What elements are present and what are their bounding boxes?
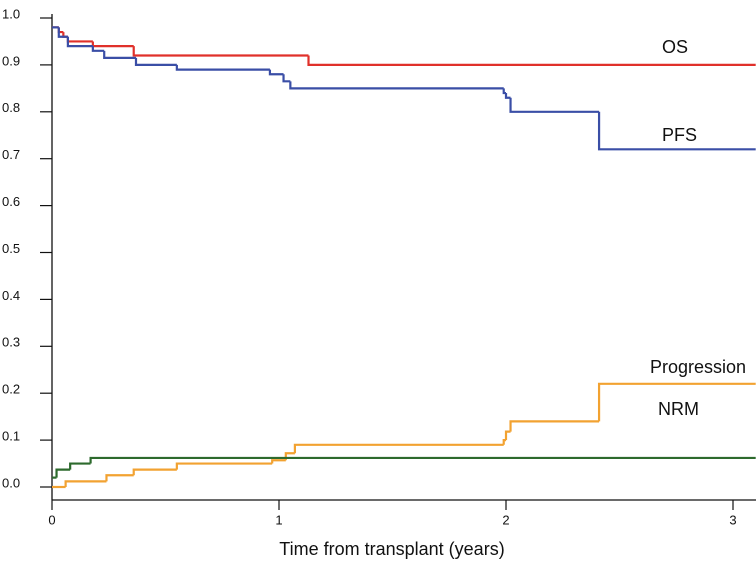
y-tick-label: 0.5 — [2, 241, 20, 256]
step-segment — [134, 57, 177, 67]
step-segment — [597, 111, 756, 151]
y-tick-label: 0.2 — [2, 382, 20, 397]
step-segment — [502, 88, 506, 95]
series — [52, 456, 756, 479]
step-segment — [284, 452, 295, 461]
series-label: Progression — [650, 357, 746, 377]
y-tick-label: 0.7 — [2, 147, 20, 162]
x-tick-label: 3 — [729, 512, 736, 527]
step-segment — [504, 93, 511, 99]
step-segment — [55, 468, 71, 478]
step-segment — [509, 97, 600, 113]
x-tick-label: 2 — [502, 512, 509, 527]
step-segment — [268, 69, 284, 76]
step-segment — [57, 27, 68, 38]
step-segment — [91, 46, 105, 52]
step-segment — [175, 64, 270, 71]
series-label: NRM — [658, 399, 699, 419]
y-tick-label: 0.3 — [2, 335, 20, 350]
y-tick-label: 0.8 — [2, 100, 20, 115]
y-tick-label: 0.4 — [2, 288, 20, 303]
step-segment — [66, 36, 93, 43]
y-tick-label: 0.9 — [2, 53, 20, 68]
step-segment — [271, 459, 286, 464]
step-segment — [175, 462, 273, 470]
step-segment — [132, 468, 177, 476]
x-axis-label: Time from transplant (years) — [279, 539, 504, 559]
series — [52, 26, 756, 67]
step-segment — [91, 41, 134, 48]
x-tick-label: 0 — [48, 512, 55, 527]
step-segment — [132, 46, 309, 57]
series-label: OS — [662, 37, 688, 57]
step-segment — [89, 456, 756, 464]
step-segment — [504, 430, 511, 441]
step-segment — [502, 439, 506, 445]
series — [52, 26, 756, 151]
step-segment — [105, 474, 134, 482]
step-segment — [69, 462, 91, 470]
step-segment — [307, 55, 756, 67]
step-segment — [597, 382, 756, 422]
y-tick-label: 0.0 — [2, 475, 20, 490]
step-segment — [282, 74, 291, 83]
step-segment — [293, 443, 504, 454]
y-tick-label: 1.0 — [2, 6, 20, 21]
y-tick-label: 0.1 — [2, 429, 20, 444]
step-segment — [64, 480, 107, 487]
series — [52, 382, 756, 489]
series-label: PFS — [662, 125, 697, 145]
step-segment — [289, 81, 504, 90]
step-segment — [66, 36, 93, 48]
x-tick-label: 1 — [275, 512, 282, 527]
y-tick-label: 0.6 — [2, 194, 20, 209]
step-segment — [103, 50, 136, 59]
step-segment — [509, 420, 600, 432]
